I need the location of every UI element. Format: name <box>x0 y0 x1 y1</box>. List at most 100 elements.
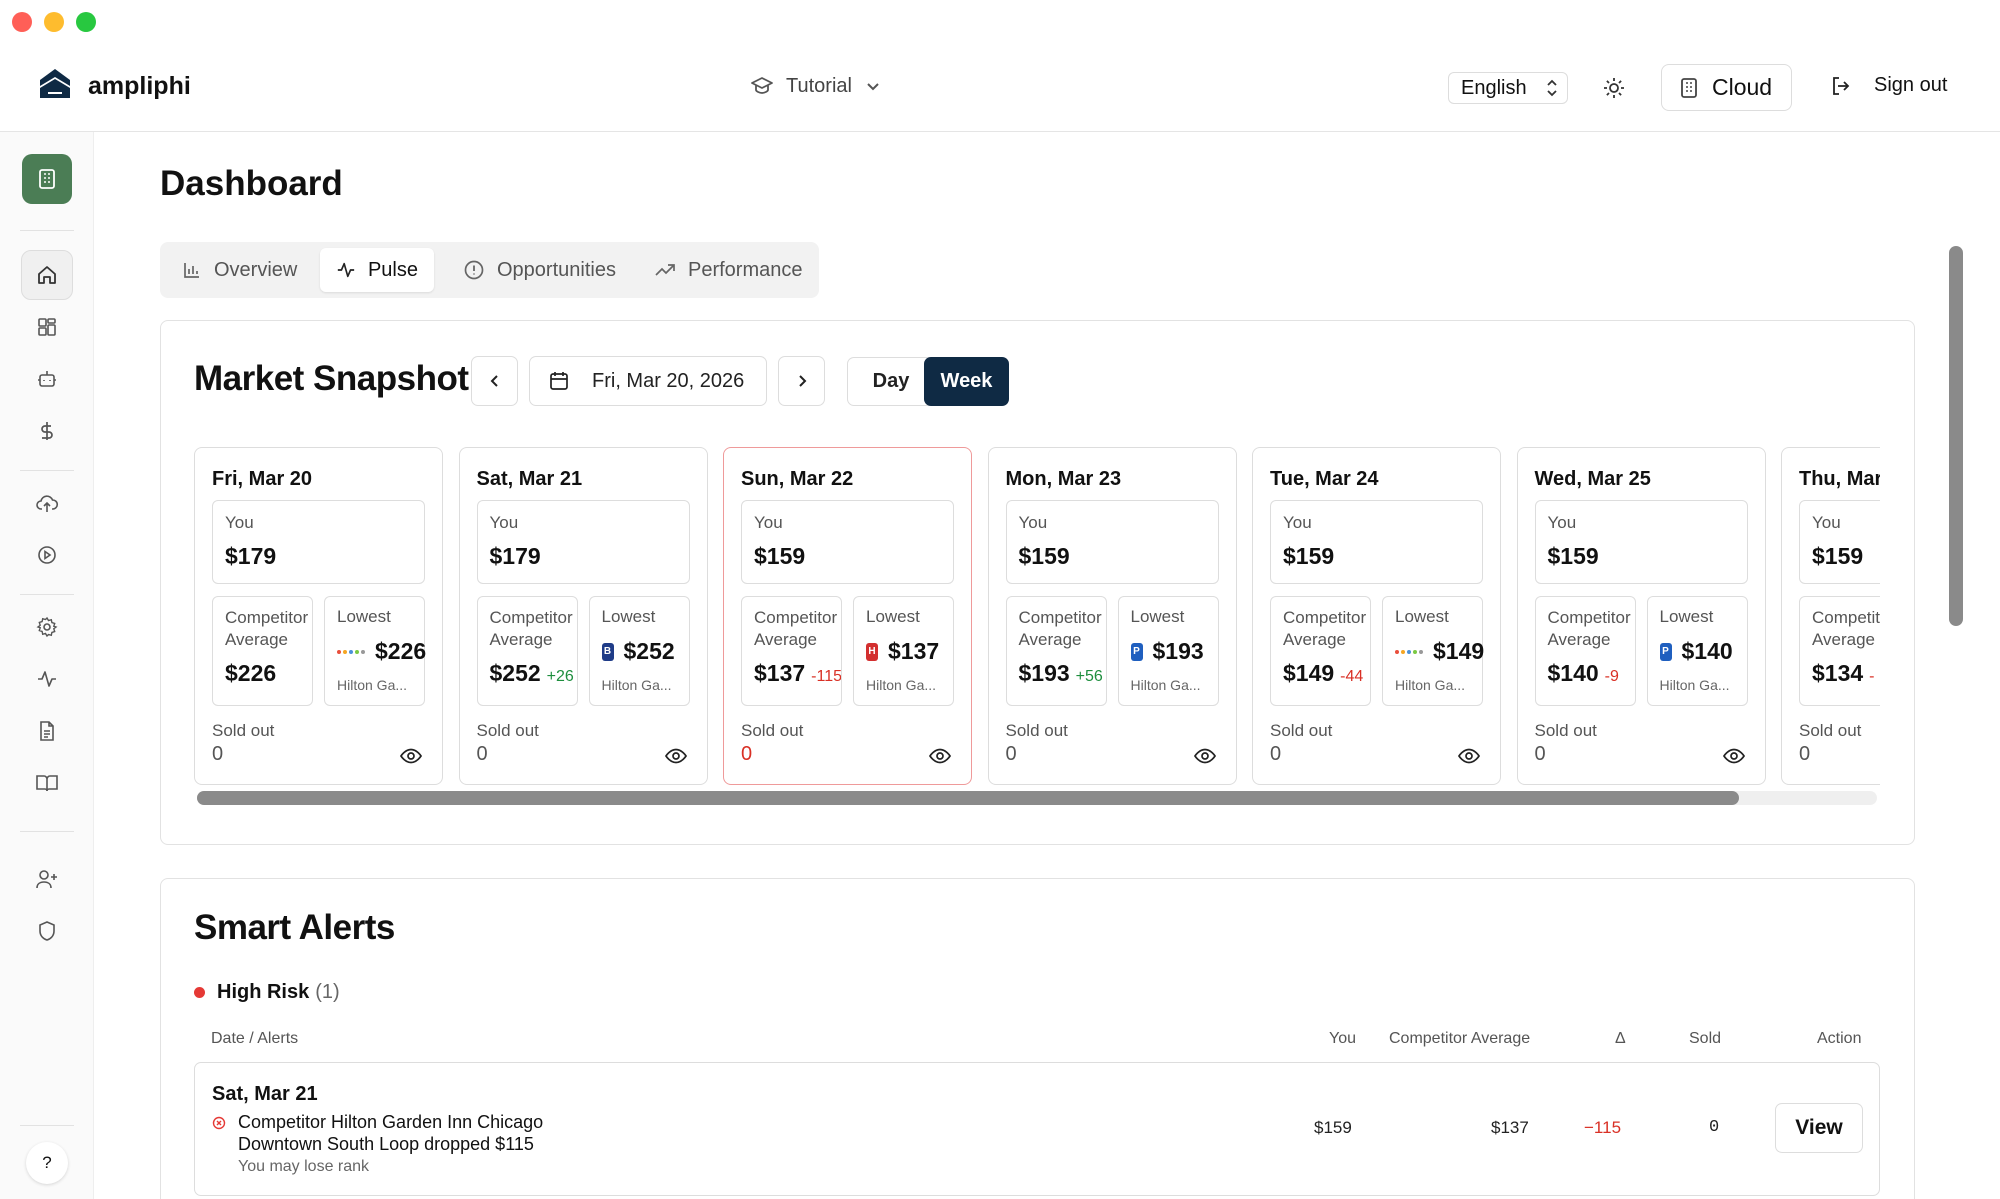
tab-pulse[interactable]: Pulse <box>320 248 434 292</box>
sign-out-button[interactable]: Sign out <box>1830 74 1947 97</box>
close-window-button[interactable] <box>12 12 32 32</box>
sidebar-item-security[interactable] <box>21 906 73 956</box>
day-card[interactable]: Mon, Mar 23 You $159 Competitor Average $193… <box>987 447 1237 785</box>
day-mode-button[interactable]: Day <box>847 357 935 406</box>
competitor-average-price: $226 <box>225 660 277 686</box>
minimize-window-button[interactable] <box>44 12 64 32</box>
theme-toggle-sun-icon[interactable] <box>1603 77 1625 99</box>
price-delta: +26 <box>546 668 574 685</box>
sidebar-item-grid[interactable] <box>21 302 73 352</box>
cloud-button[interactable]: Cloud <box>1661 64 1792 111</box>
language-select[interactable]: English <box>1448 72 1568 104</box>
alert-date: Sat, Mar 21 <box>212 1083 318 1105</box>
alert-row: Sat, Mar 21 Competitor Hilton Garden Inn… <box>194 1062 1880 1196</box>
tutorial-dropdown[interactable]: Tutorial <box>750 74 882 98</box>
help-button[interactable]: ? <box>26 1142 68 1184</box>
maximize-window-button[interactable] <box>76 12 96 32</box>
your-price-box: You $159 <box>1005 500 1219 584</box>
building-icon <box>39 169 55 189</box>
risk-group-label: High Risk <box>217 981 310 1003</box>
your-price: $159 <box>1812 543 1864 569</box>
sidebar-item-activity[interactable] <box>21 654 73 704</box>
horizontal-scrollbar[interactable] <box>197 791 1739 805</box>
day-cards-scroller[interactable]: Fri, Mar 20 You $179 Competitor Average $226… <box>194 447 1880 787</box>
tab-overview[interactable]: Overview <box>166 248 313 292</box>
competitor-average-price: $252 <box>489 660 541 686</box>
eye-icon[interactable] <box>1722 748 1745 764</box>
competitor-average-box: Competitor Average $226 <box>212 596 313 706</box>
day-card[interactable]: Sat, Mar 21 You $179 Competitor Average $252… <box>458 447 708 785</box>
day-card[interactable]: Wed, Mar 25 You $159 Competitor Average $140… <box>1516 447 1766 785</box>
sidebar-item-play[interactable] <box>21 530 73 580</box>
view-alert-button[interactable]: View <box>1775 1103 1863 1153</box>
smart-alerts-title: Smart Alerts <box>194 908 395 947</box>
price-delta: -9 <box>1604 668 1619 685</box>
activity-icon <box>337 262 355 278</box>
sidebar-item-pricing[interactable] <box>21 406 73 456</box>
app-name[interactable]: ampliphi <box>88 72 191 100</box>
cloud-label: Cloud <box>1712 74 1773 100</box>
tab-opportunities[interactable]: Opportunities <box>447 248 632 292</box>
day-card[interactable]: Tue, Mar 24 You $159 Competitor Average $149… <box>1252 447 1501 785</box>
competitor-average-box: Competitor Average $140 -9 <box>1534 596 1636 706</box>
eye-icon[interactable] <box>664 748 687 764</box>
alert-competitor-average: $137 <box>1491 1118 1529 1137</box>
bot-icon <box>38 371 56 387</box>
date-picker-button[interactable]: Fri, Mar 20, 2026 <box>529 356 767 406</box>
eye-icon[interactable] <box>1193 748 1216 764</box>
sold-out-label: Sold out <box>1005 721 1068 740</box>
sidebar-item-reports[interactable] <box>21 706 73 756</box>
eye-icon[interactable] <box>929 748 951 764</box>
user-plus-icon <box>36 870 57 889</box>
high-risk-group[interactable]: High Risk (1) <box>194 981 340 1004</box>
day-card[interactable]: Thu, Mar 26 You $159 Competitor Average $134… <box>1781 447 1880 785</box>
eye-icon[interactable] <box>400 748 422 764</box>
your-price-label: You <box>225 513 254 532</box>
sidebar-divider <box>20 230 74 231</box>
day-card[interactable]: Fri, Mar 20 You $179 Competitor Average $226… <box>194 447 443 785</box>
document-icon <box>40 721 54 741</box>
home-icon <box>38 266 56 284</box>
sidebar-item-docs[interactable] <box>21 758 73 808</box>
bar-chart-icon <box>184 263 199 278</box>
log-out-icon <box>1833 76 1850 95</box>
your-price-box: You $179 <box>476 500 690 584</box>
your-price-label: You <box>1547 513 1577 532</box>
sidebar: ? <box>0 132 94 1199</box>
day-card[interactable]: Sun, Mar 22 You $159 Competitor Average $137… <box>723 447 972 785</box>
competitor-average-price: $140 <box>1547 660 1599 686</box>
eye-icon[interactable] <box>1458 748 1480 764</box>
competitor-average-box: Competitor Average $137 -115 <box>741 596 842 706</box>
property-switcher-button[interactable] <box>22 154 72 204</box>
alert-note: You may lose rank <box>238 1158 370 1175</box>
your-price: $159 <box>754 543 806 569</box>
previous-date-button[interactable] <box>471 356 518 406</box>
lowest-price: $226 <box>375 638 427 664</box>
lowest-price-box: Lowest P $193 Hilton Ga... <box>1117 596 1219 706</box>
ampliphi-logo-icon[interactable] <box>38 66 72 100</box>
sold-out-label: Sold out <box>212 721 275 740</box>
competitor-average-label: Competitor Average <box>754 608 838 649</box>
sidebar-item-bot[interactable] <box>21 354 73 404</box>
competitor-average-label: Competitor Average <box>1812 608 1880 649</box>
competitor-average-price: $134 <box>1812 660 1864 686</box>
tab-performance[interactable]: Performance <box>638 248 819 292</box>
sidebar-item-settings[interactable] <box>21 602 73 652</box>
vertical-scrollbar[interactable] <box>1949 246 1963 626</box>
next-date-button[interactable] <box>778 356 825 406</box>
lowest-price-label: Lowest <box>601 607 656 626</box>
chevron-updown-icon <box>1546 79 1557 97</box>
sidebar-item-home[interactable] <box>21 250 73 300</box>
alert-you-price: $159 <box>1314 1118 1352 1137</box>
x-circle-icon <box>212 1116 226 1130</box>
your-price-label: You <box>1812 513 1841 532</box>
competitor-average-label: Competitor Average <box>1018 608 1102 649</box>
sidebar-item-invite-user[interactable] <box>21 854 73 904</box>
competitor-average-label: Competitor Average <box>225 608 309 649</box>
lowest-price-hotel: Hilton Ga... <box>866 677 937 693</box>
sidebar-item-upload[interactable] <box>21 478 73 528</box>
sign-out-label: Sign out <box>1874 74 1948 96</box>
week-mode-button[interactable]: Week <box>924 357 1009 406</box>
lowest-price-value: H $137 <box>866 638 939 665</box>
lowest-price: $137 <box>888 638 940 664</box>
